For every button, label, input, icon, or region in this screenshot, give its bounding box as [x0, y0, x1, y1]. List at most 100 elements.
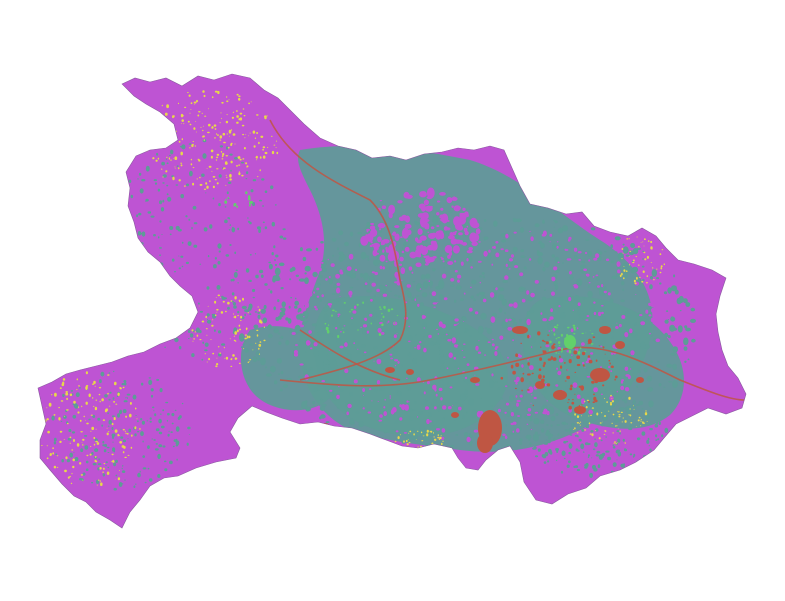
- grassland-patch: [212, 185, 215, 189]
- cropland-patch: [226, 191, 229, 195]
- grassland-patch: [617, 411, 618, 413]
- forest-patch: [313, 342, 318, 347]
- cropland-patch: [112, 398, 115, 400]
- cropland-patch: [389, 402, 395, 408]
- cropland-patch: [189, 333, 194, 338]
- cropland-patch: [142, 303, 146, 307]
- cropland-patch: [157, 474, 161, 478]
- forest-patch: [519, 394, 523, 398]
- cropland-patch: [384, 360, 389, 367]
- grassland-patch: [214, 90, 218, 93]
- cropland-patch: [596, 276, 600, 281]
- cropland-patch: [122, 439, 126, 443]
- grassland-patch: [634, 282, 637, 285]
- cropland-patch: [102, 473, 106, 477]
- forest-patch: [404, 404, 410, 411]
- water-patch: [564, 380, 567, 382]
- cropland-patch: [481, 272, 485, 275]
- cropland-patch: [159, 262, 164, 268]
- grassland-patch: [638, 416, 641, 419]
- cropland-patch: [111, 415, 115, 418]
- cropland-patch: [630, 419, 633, 422]
- forest-patch: [437, 302, 439, 303]
- cropland-patch: [221, 343, 226, 346]
- forest-patch: [510, 412, 514, 417]
- cropland-patch: [677, 325, 683, 333]
- cropland-patch: [302, 256, 307, 262]
- cropland-patch: [497, 316, 500, 318]
- grassland-patch: [621, 258, 623, 260]
- cropland-patch: [238, 333, 245, 342]
- water-patch: [592, 401, 596, 404]
- water-patch: [550, 356, 554, 360]
- forest-patch: [529, 230, 531, 232]
- cropland-patch: [170, 149, 174, 155]
- forest-patch: [414, 347, 416, 349]
- grassland-patch: [596, 412, 599, 416]
- grassland-patch: [208, 357, 211, 361]
- water-patch: [552, 357, 557, 361]
- cropland-patch: [315, 247, 319, 251]
- cropland-patch: [587, 456, 590, 458]
- cropland-patch: [578, 280, 581, 286]
- cropland-patch: [146, 300, 150, 302]
- cropland-patch: [664, 427, 669, 433]
- grassland-patch: [227, 301, 230, 305]
- forest-patch: [534, 411, 538, 414]
- cropland-patch: [108, 419, 112, 425]
- grassland-patch: [211, 324, 214, 327]
- forest-patch: [521, 298, 526, 303]
- cropland-patch: [594, 412, 597, 414]
- grassland-patch: [238, 172, 241, 176]
- cropland-patch: [264, 190, 268, 193]
- grassland-patch: [103, 467, 105, 470]
- grassland-patch: [211, 96, 214, 99]
- lake-13: [574, 406, 586, 414]
- cropland-patch: [332, 393, 338, 401]
- forest-patch: [440, 207, 444, 211]
- water-patch: [540, 346, 542, 348]
- grassland-patch: [98, 479, 100, 481]
- forest-patch: [620, 385, 625, 391]
- water-patch: [604, 353, 606, 355]
- forest-patch: [420, 245, 429, 256]
- cropland-patch: [53, 437, 57, 442]
- grassland-patch: [630, 416, 631, 417]
- water-patch: [581, 351, 586, 356]
- grassland-patch: [161, 122, 165, 124]
- forest-patch: [445, 333, 448, 336]
- cropland-patch: [409, 415, 415, 421]
- cropland-patch: [155, 428, 160, 432]
- cropland-patch: [159, 247, 162, 249]
- grassland-patch: [76, 389, 78, 391]
- lake-2: [512, 326, 528, 334]
- cropland-patch: [479, 227, 483, 231]
- cropland-patch: [128, 179, 132, 183]
- forest-patch: [590, 352, 594, 355]
- urban-patch: [382, 315, 385, 319]
- cropland-patch: [108, 372, 111, 374]
- cropland-patch: [658, 421, 661, 426]
- forest-patch: [416, 239, 423, 244]
- grassland-patch: [48, 402, 52, 407]
- forest-patch: [437, 333, 439, 335]
- forest-patch: [389, 397, 391, 399]
- cropland-patch: [649, 284, 653, 290]
- cropland-patch: [145, 198, 149, 202]
- grassland-patch: [660, 267, 663, 270]
- cropland-patch: [540, 342, 544, 346]
- grassland-patch: [260, 135, 264, 138]
- cropland-patch: [92, 414, 96, 418]
- grassland-patch: [56, 466, 59, 468]
- forest-patch: [374, 271, 379, 276]
- forest-patch: [450, 238, 458, 245]
- forest-patch: [516, 399, 521, 403]
- grassland-patch: [244, 137, 246, 139]
- forest-patch: [502, 433, 506, 437]
- forest-patch: [477, 260, 482, 263]
- grassland-patch: [208, 108, 209, 110]
- cropland-patch: [566, 385, 570, 390]
- forest-patch: [364, 282, 368, 286]
- grassland-patch: [275, 147, 277, 148]
- urban-patch: [331, 314, 333, 317]
